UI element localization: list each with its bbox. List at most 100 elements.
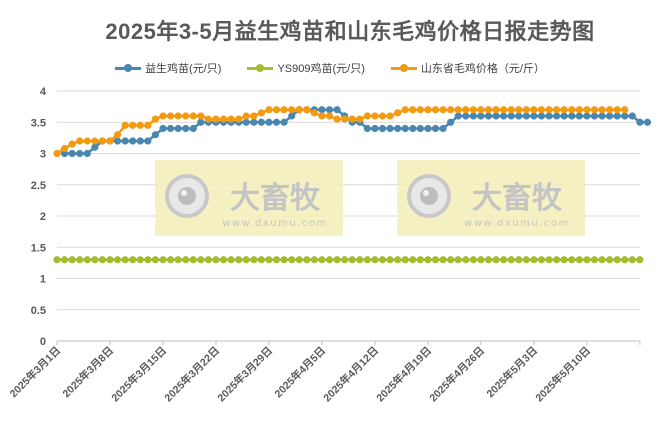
data-point (325, 256, 334, 264)
eye-pupil-icon (178, 187, 196, 205)
data-point (83, 256, 91, 264)
data-point (363, 256, 371, 264)
data-point (83, 137, 91, 145)
data-point (530, 112, 538, 120)
watermark: 大畜牧 www.dxumu.com (397, 160, 585, 236)
chart-title: 2025年3-5月益生鸡苗和山东毛鸡价格日报走势图 (105, 19, 595, 44)
data-point (492, 256, 500, 264)
data-point (106, 256, 114, 264)
y-tick-label: 2.5 (31, 180, 46, 192)
data-point (454, 112, 462, 120)
data-point (182, 124, 190, 133)
data-point (280, 256, 288, 264)
data-point (560, 106, 568, 114)
data-point (537, 106, 546, 114)
legend-label-shandong: 山东省毛鸡价格（元/斤） (420, 63, 545, 75)
data-point (522, 256, 530, 264)
data-point (371, 112, 379, 120)
data-point (568, 256, 576, 264)
data-point (151, 115, 160, 123)
data-point (219, 115, 228, 123)
data-point (121, 121, 129, 129)
data-point (515, 256, 523, 264)
data-point (325, 112, 334, 120)
data-point (76, 149, 84, 158)
data-point (113, 137, 122, 145)
data-point (394, 124, 402, 133)
data-point (590, 106, 599, 114)
series-lines (53, 106, 652, 264)
data-point (318, 112, 326, 120)
x-tick-label: 2025年4月12日 (321, 344, 381, 404)
data-point (530, 106, 538, 114)
data-point (598, 256, 606, 264)
watermark-url: www.dxumu.com (222, 218, 328, 229)
data-point (144, 137, 152, 145)
eye-highlight-icon (423, 190, 429, 196)
data-point (507, 256, 515, 264)
data-point (507, 112, 515, 120)
x-axis: 2025年3月1日2025年3月8日2025年3月15日2025年3月22日20… (7, 340, 641, 404)
data-point (144, 121, 152, 129)
data-point (401, 256, 409, 264)
data-point (166, 112, 175, 120)
data-point (53, 149, 61, 158)
data-point (242, 118, 250, 126)
data-point (484, 112, 493, 120)
data-point (121, 137, 129, 145)
data-point (295, 106, 303, 114)
data-point (454, 106, 462, 114)
data-point (303, 106, 311, 114)
data-point (500, 256, 508, 264)
data-point (341, 115, 349, 123)
data-point (151, 256, 160, 264)
x-tick-label: 2025年3月29日 (215, 344, 275, 404)
data-point (189, 256, 197, 264)
data-point (272, 106, 281, 114)
data-point (515, 112, 523, 120)
data-point (416, 256, 424, 264)
data-point (447, 256, 455, 264)
data-point (636, 256, 644, 264)
data-point (250, 256, 258, 264)
data-point (590, 112, 599, 120)
data-point (394, 109, 402, 117)
data-point (197, 256, 205, 264)
data-point (106, 137, 114, 145)
y-tick-label: 1 (40, 274, 46, 286)
data-point (545, 256, 553, 264)
data-point (288, 106, 296, 114)
data-point (394, 256, 402, 264)
data-point (68, 140, 76, 148)
data-point (333, 115, 341, 123)
data-point (568, 106, 576, 114)
data-point (409, 106, 417, 114)
chart-legend: 益生鸡苗(元/只) YS909鸡苗(元/只) 山东省毛鸡价格（元/斤） (0, 60, 660, 76)
data-point (91, 256, 99, 264)
x-tick-label: 2025年3月1日 (7, 344, 63, 400)
data-point (242, 112, 250, 120)
data-point (272, 256, 281, 264)
data-point (356, 115, 364, 123)
data-point (189, 124, 197, 133)
legend-item-ys909: YS909鸡苗(元/只) (247, 60, 365, 76)
data-point (507, 106, 515, 114)
data-point (76, 137, 84, 145)
series-line (56, 108, 625, 155)
eye-highlight-icon (181, 190, 187, 196)
data-point (545, 106, 553, 114)
data-point (469, 256, 477, 264)
data-point (113, 131, 122, 139)
y-tick-label: 0.5 (31, 305, 46, 317)
data-point (454, 256, 462, 264)
data-point (257, 256, 265, 264)
series-1 (53, 256, 644, 264)
data-point (76, 256, 84, 264)
y-tick-label: 4 (40, 86, 47, 98)
data-point (560, 256, 568, 264)
data-point (235, 256, 243, 264)
data-point (68, 149, 76, 158)
data-point (530, 256, 538, 264)
data-point (136, 121, 144, 129)
watermark: 大畜牧 www.dxumu.com (155, 160, 343, 236)
